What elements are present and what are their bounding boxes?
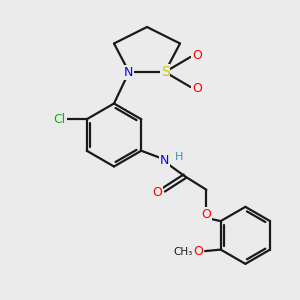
Text: O: O [192,82,202,95]
Text: Cl: Cl [54,113,66,126]
Text: CH₃: CH₃ [174,247,193,257]
Text: N: N [160,154,169,167]
Text: S: S [160,65,169,79]
Text: O: O [192,49,202,62]
Text: O: O [201,208,211,221]
Text: O: O [194,245,203,258]
Text: H: H [175,152,183,162]
Text: N: N [124,65,133,79]
Text: O: O [152,186,162,199]
